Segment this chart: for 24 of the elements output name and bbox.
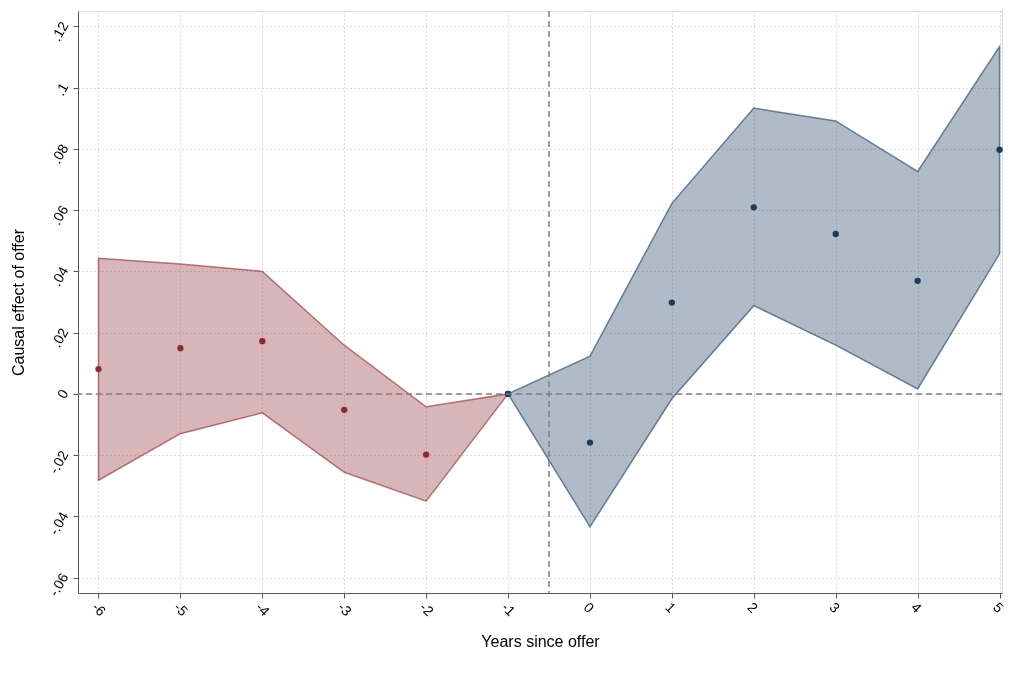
- y-tick-label: .04: [47, 263, 72, 289]
- y-axis-title: Causal effect of offer: [10, 228, 28, 377]
- y-tick-label: 0: [53, 386, 72, 402]
- y-tick-label: .12: [47, 18, 72, 44]
- x-tick-label: -3: [334, 599, 356, 620]
- x-tick-label: -2: [416, 599, 438, 620]
- x-tick-label: -4: [252, 599, 274, 620]
- y-tick-label: -.06: [45, 570, 72, 600]
- y-tick-label: .1: [51, 79, 72, 99]
- y-tick-label: -.02: [45, 447, 72, 477]
- x-tick-label: 5: [990, 599, 1008, 617]
- x-tick-label: 4: [908, 599, 926, 617]
- y-tick-label: -.04: [45, 508, 72, 538]
- x-tick-label: -1: [498, 599, 519, 620]
- x-tick-label: -6: [89, 599, 110, 620]
- x-tick-label: 3: [826, 599, 844, 617]
- y-tick-label: .08: [47, 141, 72, 167]
- x-tick-label: 1: [662, 599, 680, 617]
- x-tick-label: -5: [170, 599, 192, 620]
- x-tick-label: 0: [580, 599, 598, 617]
- y-tick-label: .02: [47, 324, 72, 350]
- x-tick-label: 2: [744, 599, 762, 617]
- x-axis-title: Years since offer: [481, 633, 601, 651]
- y-tick-label: .06: [47, 202, 72, 228]
